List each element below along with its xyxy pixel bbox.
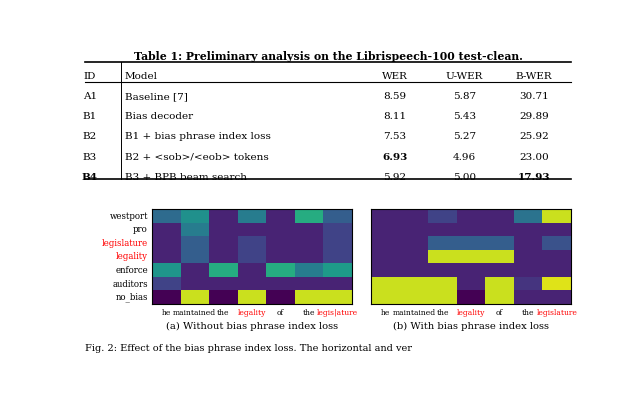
- Text: the: the: [303, 308, 315, 316]
- Text: of: of: [496, 308, 504, 316]
- Text: legality: legality: [457, 308, 485, 316]
- Text: he: he: [161, 308, 171, 316]
- Text: U-WER: U-WER: [445, 72, 483, 81]
- Text: 23.00: 23.00: [519, 153, 548, 162]
- Text: B4: B4: [82, 173, 98, 182]
- Text: 29.89: 29.89: [519, 112, 548, 121]
- Text: 5.00: 5.00: [453, 173, 476, 182]
- Text: A1: A1: [83, 92, 97, 101]
- Text: maintained: maintained: [392, 308, 436, 316]
- Text: the: the: [522, 308, 534, 316]
- Text: 5.87: 5.87: [453, 92, 476, 101]
- Text: pro: pro: [133, 225, 148, 234]
- Text: no_bias: no_bias: [115, 293, 148, 302]
- Text: Fig. 2: Effect of the bias phrase index loss. The horizontal and ver: Fig. 2: Effect of the bias phrase index …: [85, 344, 412, 352]
- Text: legislature: legislature: [102, 239, 148, 248]
- Text: WER: WER: [382, 72, 408, 81]
- Text: 8.11: 8.11: [383, 112, 406, 121]
- Text: 30.71: 30.71: [519, 92, 548, 101]
- Text: the: the: [217, 308, 230, 316]
- Text: westport: westport: [109, 212, 148, 221]
- Text: 6.93: 6.93: [382, 153, 408, 162]
- Text: auditors: auditors: [113, 280, 148, 288]
- Text: 8.59: 8.59: [383, 92, 406, 101]
- Text: legality: legality: [116, 252, 148, 262]
- Text: B3: B3: [83, 153, 97, 162]
- Text: B2: B2: [83, 132, 97, 142]
- Text: Model: Model: [125, 72, 157, 81]
- Text: 4.96: 4.96: [453, 153, 476, 162]
- Text: 5.43: 5.43: [453, 112, 476, 121]
- Text: legality: legality: [237, 308, 266, 316]
- Text: B1 + bias phrase index loss: B1 + bias phrase index loss: [125, 132, 271, 142]
- Text: 5.27: 5.27: [453, 132, 476, 142]
- Text: maintained: maintained: [173, 308, 216, 316]
- Text: of: of: [276, 308, 284, 316]
- Text: 25.92: 25.92: [519, 132, 548, 142]
- Text: Baseline [7]: Baseline [7]: [125, 92, 188, 101]
- Text: he: he: [381, 308, 390, 316]
- Text: (a) Without bias phrase index loss: (a) Without bias phrase index loss: [166, 322, 338, 331]
- Text: Table 1: Preliminary analysis on the Librispeech-100 test-clean.: Table 1: Preliminary analysis on the Lib…: [134, 51, 522, 62]
- Text: the: the: [436, 308, 449, 316]
- Text: 17.93: 17.93: [518, 173, 550, 182]
- Text: enforce: enforce: [115, 266, 148, 275]
- Text: B1: B1: [83, 112, 97, 121]
- Text: B-WER: B-WER: [516, 72, 552, 81]
- Text: ID: ID: [84, 72, 96, 81]
- Text: Bias decoder: Bias decoder: [125, 112, 193, 121]
- Text: B2 + <sob>/<eob> tokens: B2 + <sob>/<eob> tokens: [125, 153, 268, 162]
- Text: (b) With bias phrase index loss: (b) With bias phrase index loss: [393, 322, 549, 331]
- Text: legis|ature: legis|ature: [317, 308, 358, 316]
- Text: B3 + BPB beam search: B3 + BPB beam search: [125, 173, 246, 182]
- Text: 5.92: 5.92: [383, 173, 406, 182]
- Text: 7.53: 7.53: [383, 132, 406, 142]
- Text: legislature: legislature: [536, 308, 577, 316]
